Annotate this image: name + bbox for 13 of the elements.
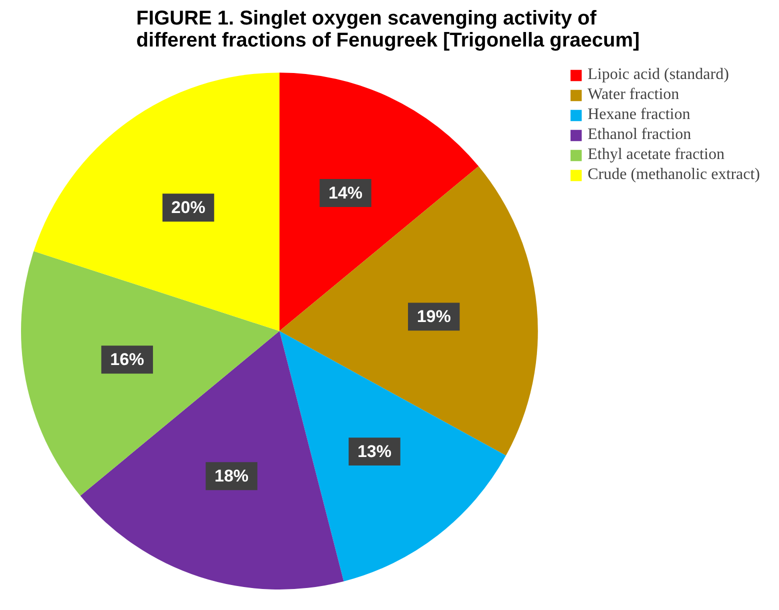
data-label: 18% bbox=[214, 466, 249, 486]
legend-label: Ethanol fraction bbox=[588, 126, 692, 144]
legend-label: Ethyl acetate fraction bbox=[588, 146, 724, 164]
data-label: 13% bbox=[357, 442, 392, 462]
data-label: 16% bbox=[110, 350, 144, 370]
data-label: 20% bbox=[171, 198, 206, 218]
data-label: 14% bbox=[328, 184, 362, 203]
legend-label: Crude (methanolic extract) bbox=[588, 166, 760, 184]
legend-label: Water fraction bbox=[588, 86, 680, 104]
legend-label: Lipoic acid (standard) bbox=[588, 66, 729, 84]
chart-title: FIGURE 1. Singlet oxygen scavenging activity of different fractions of Fenugreek [Trigonella graecum] bbox=[136, 8, 640, 52]
data-label: 19% bbox=[416, 307, 451, 326]
legend-label: Hexane fraction bbox=[588, 106, 690, 124]
